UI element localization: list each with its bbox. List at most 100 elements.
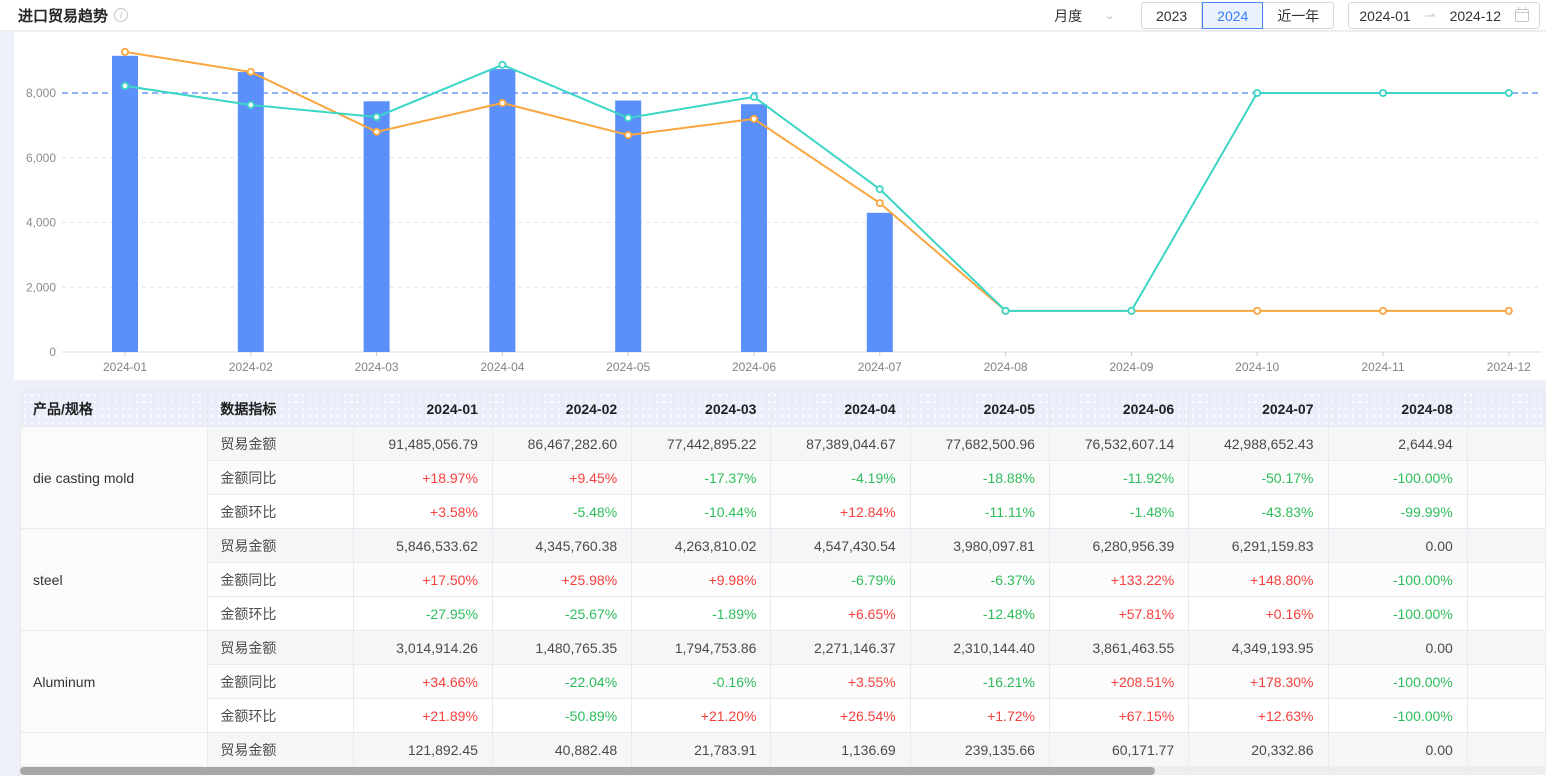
value-cell: 77,682,500.96 xyxy=(909,426,1050,461)
period-select-value: 月度 xyxy=(1054,7,1083,24)
value-cell: -11.11% xyxy=(909,494,1050,529)
horizontal-scrollbar-track[interactable] xyxy=(20,766,1546,775)
value-cell: -100.00% xyxy=(1327,562,1468,597)
product-cell: Aluminum xyxy=(20,630,209,733)
empty-cell xyxy=(1466,460,1546,495)
value-cell: 86,467,282.60 xyxy=(491,426,633,461)
svg-text:8,000: 8,000 xyxy=(26,86,56,100)
value-cell: -100.00% xyxy=(1327,460,1468,495)
page-title: 进口贸易趋势 xyxy=(18,7,109,25)
value-cell: +17.50% xyxy=(352,562,493,597)
value-cell: -6.79% xyxy=(770,562,911,597)
trade-table-wrap: 产品/规格 数据指标 2024-01 2024-02 2024-03 2024-04 202… xyxy=(20,390,1546,776)
table-header-month: 2024-04 xyxy=(770,390,911,427)
value-cell: 77,442,895.22 xyxy=(631,426,772,461)
table-header-product: 产品/规格 xyxy=(20,390,209,427)
value-cell: +178.30% xyxy=(1188,664,1329,699)
value-cell: -18.88% xyxy=(909,460,1050,495)
value-cell: +9.45% xyxy=(491,460,633,495)
value-cell: +6.65% xyxy=(770,596,911,631)
value-cell: -100.00% xyxy=(1327,664,1468,699)
empty-cell xyxy=(1466,528,1546,563)
value-cell: +148.80% xyxy=(1188,562,1329,597)
svg-text:2024-09: 2024-09 xyxy=(1109,360,1153,374)
period-select[interactable]: 月度 ⌄ xyxy=(1054,6,1115,26)
svg-text:2024-03: 2024-03 xyxy=(355,360,399,374)
table-row: 金额环比 -27.95% -25.67% -1.89% +6.65% -12.48% +57… xyxy=(21,596,1546,631)
value-cell: -50.17% xyxy=(1188,460,1329,495)
table-header-month: 2024-06 xyxy=(1048,390,1190,427)
svg-text:2024-06: 2024-06 xyxy=(732,360,776,374)
product-cell xyxy=(20,732,209,767)
value-cell: -6.37% xyxy=(909,562,1050,597)
table-row: 金额同比 +17.50% +25.98% +9.98% -6.79% -6.37% +133… xyxy=(21,562,1546,597)
value-cell: 0.00 xyxy=(1327,630,1468,665)
value-cell: -100.00% xyxy=(1327,698,1468,733)
table-row: 贸易金额 121,892.45 40,882.48 21,783.91 1,136.69… xyxy=(20,732,1546,767)
value-cell: -5.48% xyxy=(491,494,633,529)
value-cell: -10.44% xyxy=(631,494,772,529)
year-2023-button[interactable]: 2023 xyxy=(1141,2,1203,29)
value-cell: -16.21% xyxy=(909,664,1050,699)
value-cell: +12.84% xyxy=(770,494,911,529)
value-cell: +133.22% xyxy=(1048,562,1190,597)
metric-cell: 金额环比 xyxy=(207,596,354,631)
value-cell: -1.89% xyxy=(631,596,772,631)
value-cell: +9.98% xyxy=(631,562,772,597)
svg-text:2024-07: 2024-07 xyxy=(858,360,902,374)
value-cell: +34.66% xyxy=(352,664,493,699)
table-header-month: 2024-05 xyxy=(909,390,1050,427)
value-cell: 76,532,607.14 xyxy=(1048,426,1190,461)
empty-cell xyxy=(1466,732,1546,767)
value-cell: +26.54% xyxy=(770,698,911,733)
value-cell: 3,980,097.81 xyxy=(909,528,1050,563)
year-button-group: 2023 2024 近一年 xyxy=(1141,2,1335,29)
table-header-metric: 数据指标 xyxy=(207,390,354,427)
table-header-month: 2024-07 xyxy=(1188,390,1329,427)
empty-cell xyxy=(1466,562,1546,597)
calendar-icon xyxy=(1515,7,1529,22)
value-cell: 0.00 xyxy=(1327,732,1468,767)
svg-text:0: 0 xyxy=(49,345,56,359)
value-cell: +3.55% xyxy=(770,664,911,699)
year-2024-button[interactable]: 2024 xyxy=(1202,2,1264,29)
table-row: steel 贸易金额 5,846,533.62 4,345,760.38 4,263,8… xyxy=(20,528,1546,631)
table-row: 金额环比 +21.89% -50.89% +21.20% +26.54% +1.72% +6… xyxy=(21,698,1546,733)
date-range-picker[interactable]: 2024-01 ⇀ 2024-12 xyxy=(1348,2,1540,29)
value-cell: -43.83% xyxy=(1188,494,1329,529)
value-cell: -27.95% xyxy=(352,596,493,631)
value-cell: +57.81% xyxy=(1048,596,1190,631)
empty-cell xyxy=(1466,630,1546,665)
table-header-month: 2024-03 xyxy=(631,390,772,427)
recent-year-button[interactable]: 近一年 xyxy=(1263,2,1335,29)
value-cell: +12.63% xyxy=(1188,698,1329,733)
value-cell: +67.15% xyxy=(1048,698,1190,733)
date-range-start: 2024-01 xyxy=(1359,7,1411,24)
value-cell: -100.00% xyxy=(1327,596,1468,631)
page-header: 进口贸易趋势 i 月度 ⌄ 2023 2024 近一年 2024-01 ⇀ 20… xyxy=(0,0,1546,31)
value-cell: 5,846,533.62 xyxy=(352,528,493,563)
empty-cell xyxy=(1466,664,1546,699)
table-header-month: 2024-08 xyxy=(1327,390,1468,427)
value-cell: -25.67% xyxy=(491,596,633,631)
value-cell: 2,644.94 xyxy=(1327,426,1468,461)
value-cell: 1,136.69 xyxy=(770,732,911,767)
value-cell: -0.16% xyxy=(631,664,772,699)
table-row: 金额同比 +34.66% -22.04% -0.16% +3.55% -16.21% +20… xyxy=(21,664,1546,699)
horizontal-scrollbar-thumb[interactable] xyxy=(20,766,1155,775)
value-cell: +3.58% xyxy=(352,494,493,529)
value-cell: 0.00 xyxy=(1327,528,1468,563)
svg-text:2024-04: 2024-04 xyxy=(480,360,524,374)
value-cell: 4,345,760.38 xyxy=(491,528,633,563)
table-header-month: 2024-01 xyxy=(352,390,493,427)
value-cell: 239,135.66 xyxy=(909,732,1050,767)
table-row: die casting mold 贸易金额 91,485,056.79 86,467,… xyxy=(20,426,1546,529)
table-row: Aluminum 贸易金额 3,014,914.26 1,480,765.35 1,79… xyxy=(20,630,1546,733)
svg-text:2024-05: 2024-05 xyxy=(606,360,650,374)
info-icon[interactable]: i xyxy=(114,8,129,22)
value-cell: 40,882.48 xyxy=(491,732,633,767)
value-cell: 2,310,144.40 xyxy=(909,630,1050,665)
value-cell: 60,171.77 xyxy=(1048,732,1190,767)
value-cell: 1,480,765.35 xyxy=(491,630,633,665)
svg-text:2024-08: 2024-08 xyxy=(984,360,1028,374)
